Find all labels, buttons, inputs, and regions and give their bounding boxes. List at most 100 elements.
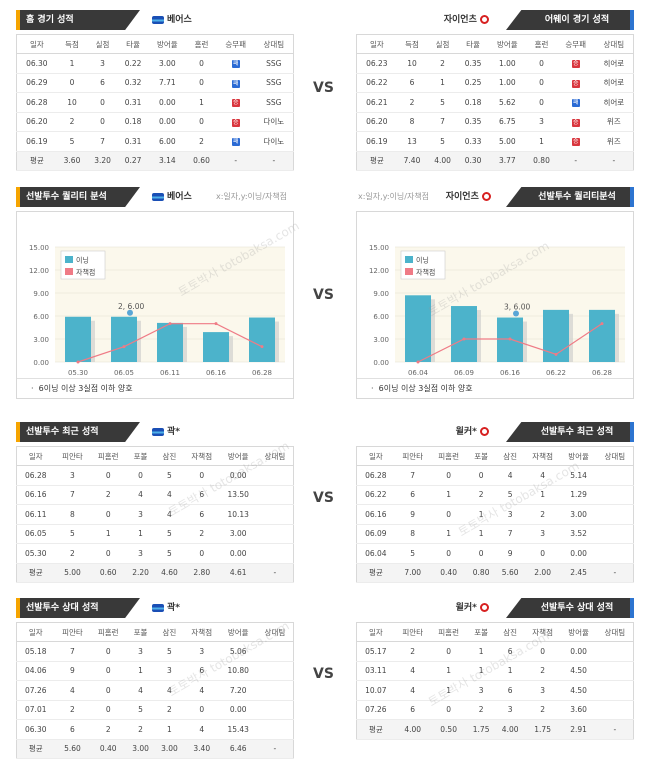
pitcher-left-name: 곽*	[167, 427, 180, 437]
average-cell: 0.60	[186, 151, 217, 171]
table-cell: 06.30	[16, 719, 55, 740]
home-recent-table: 일자 득점 실점 타율 방어율 홈런 승무패 상대팀 06.30 1 3 0.22 3.00 0 패 SSG 0…	[16, 34, 294, 171]
table-cell: 6	[183, 485, 220, 505]
average-cell: 평균	[16, 151, 57, 171]
earned-runs-point	[260, 345, 264, 349]
table-header-row: 일자 득점 실점 타율 방어율 홈런 승무패 상대팀	[356, 34, 634, 54]
y-tick-label: 6.00	[373, 313, 389, 321]
table-cell: 1	[495, 661, 525, 681]
table-cell: 패	[216, 53, 255, 74]
table-cell: 0	[524, 543, 561, 564]
innings-bar	[451, 306, 477, 362]
average-row: 평균 7.40 4.00 0.30 3.77 0.80- -	[356, 151, 634, 171]
table-cell: 06.20	[356, 112, 397, 132]
column-header: 상대팀	[596, 446, 634, 466]
table-cell: 3	[524, 524, 561, 544]
column-header: 상대팀	[256, 446, 294, 466]
table-cell: 1	[56, 53, 88, 74]
table-cell: 3	[526, 112, 557, 132]
column-header: 승무패	[216, 34, 255, 54]
table-cell: 0.31	[117, 92, 149, 113]
average-cell: -	[256, 563, 294, 583]
table-cell: 04.06	[16, 661, 55, 681]
result-badge: 패	[231, 79, 240, 88]
table-cell: 7	[54, 485, 91, 505]
quality-left-team-name: 베어스	[167, 192, 192, 202]
table-cell: 0	[466, 465, 496, 486]
y-tick-label: 15.00	[29, 244, 49, 252]
column-header: 자책점	[183, 446, 220, 466]
table-cell: 0	[87, 112, 118, 132]
x-tick-label: 06.05	[114, 369, 134, 377]
header-accent	[16, 10, 20, 30]
table-cell: 0	[90, 543, 127, 564]
table-row: 05.17 2 0 1 6 0 0.00	[356, 641, 634, 662]
table-cell: 06.23	[356, 53, 397, 74]
table-cell: 0	[183, 700, 220, 720]
table-cell: 승	[556, 131, 595, 152]
column-header: 상대팀	[254, 34, 294, 54]
table-cell: 0	[56, 73, 88, 93]
table-cell: 13.50	[219, 485, 257, 505]
average-cell: 7.00	[394, 563, 431, 583]
pitcher-recent-right-header: 윌커* 선발투수 최근 성적	[356, 422, 634, 442]
table-row: 06.30 1 3 0.22 3.00 0 패 SSG	[16, 53, 294, 74]
average-cell: 0.80	[466, 563, 496, 583]
legend-swatch	[65, 268, 73, 275]
average-cell: -	[256, 739, 294, 759]
table-cell: 05.30	[16, 543, 55, 564]
table-cell: 1	[430, 485, 467, 505]
legend-swatch	[65, 256, 73, 263]
column-header: 상대팀	[256, 622, 294, 642]
table-cell	[596, 680, 634, 701]
table-cell: 03.11	[356, 661, 395, 681]
table-cell: 06.30	[16, 53, 57, 74]
table-cell: 1	[466, 524, 496, 544]
table-cell: SSG	[254, 53, 294, 74]
legend-label: 이닝	[76, 256, 89, 265]
table-cell: 5	[427, 92, 458, 113]
table-cell: 2	[183, 524, 220, 544]
average-cell: 0.40	[430, 563, 467, 583]
away-recent-title: 어웨이 경기 성적	[506, 10, 634, 30]
table-cell: 6	[87, 73, 118, 93]
table-cell: 7	[54, 641, 91, 662]
table-cell: 0.00	[560, 641, 597, 662]
table-cell: 승	[556, 112, 595, 132]
pitcher-vs-right-title: 선발투수 상대 성적	[506, 598, 634, 618]
table-cell	[596, 485, 634, 505]
table-cell: 1	[154, 719, 184, 740]
table-cell: 0.35	[457, 112, 489, 132]
table-cell: 0	[90, 641, 127, 662]
giants-logo-icon	[480, 15, 489, 24]
table-cell: 0.31	[117, 131, 149, 152]
table-cell: 3.00	[560, 504, 597, 525]
table-cell	[596, 524, 634, 544]
average-cell: 평균	[16, 563, 55, 583]
table-cell: 0	[526, 92, 557, 113]
column-header: 승무패	[556, 34, 595, 54]
average-cell: -	[556, 151, 595, 171]
table-row: 06.19 13 5 0.33 5.00 1 승 위즈	[356, 131, 634, 152]
table-cell: 4	[495, 465, 525, 486]
table-cell: 1	[427, 73, 458, 93]
result-badge: 승	[571, 79, 580, 88]
table-cell: 4	[524, 465, 561, 486]
table-cell: 2	[466, 700, 496, 720]
column-header: 방어율	[219, 446, 257, 466]
table-cell: 8	[394, 524, 431, 544]
result-badge: 패	[571, 99, 580, 108]
table-cell: 5	[495, 485, 525, 505]
table-cell: 07.01	[16, 700, 55, 720]
table-cell: 06.16	[16, 485, 55, 505]
average-cell: 0.60	[90, 563, 127, 583]
table-cell	[256, 641, 294, 662]
table-cell: 5	[154, 543, 184, 564]
table-cell: 0.18	[117, 112, 149, 132]
table-cell: 3.00	[219, 524, 257, 544]
earned-runs-point	[76, 360, 80, 364]
innings-bar	[111, 316, 137, 362]
average-cell: 3.00	[126, 739, 155, 759]
table-cell: 2	[90, 719, 127, 740]
